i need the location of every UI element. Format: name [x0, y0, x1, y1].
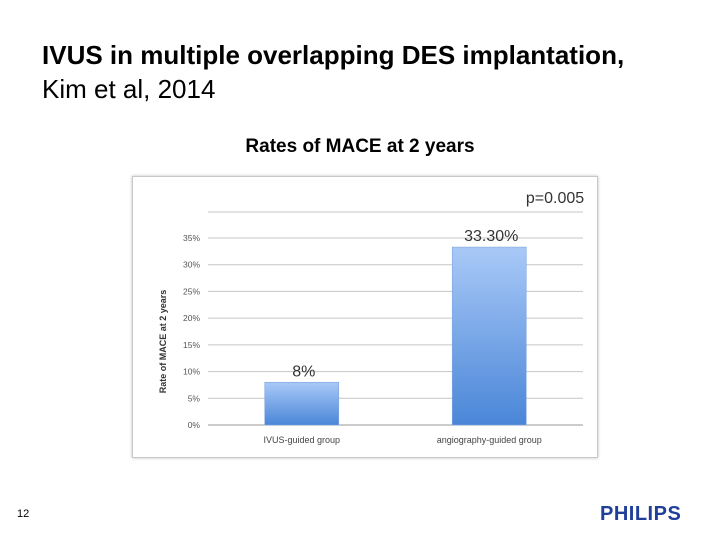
y-tick-label: 5% — [188, 393, 201, 403]
philips-logo: PHILIPS — [600, 503, 682, 525]
bar-value-label: 8% — [292, 363, 315, 380]
bar-value-label: 33.30% — [464, 228, 518, 245]
p-value-annotation: p=0.005 — [526, 190, 584, 207]
slide-title-line-2: Kim et al, 2014 — [42, 74, 216, 104]
page-number: 12 — [17, 508, 30, 520]
bar — [264, 381, 340, 426]
y-tick-label: 15% — [183, 340, 200, 350]
y-tick-label: 0% — [188, 420, 201, 430]
x-tick-label: IVUS-guided group — [263, 435, 340, 445]
slide-title: IVUS in multiple overlapping DES implant… — [42, 38, 702, 106]
y-tick-label: 10% — [183, 367, 200, 377]
chart-title: Rates of MACE at 2 years — [245, 136, 475, 157]
y-axis-label: Rate of MACE at 2 years — [158, 290, 168, 394]
chart-frame: 0% 5% 10% 15% 20% 25% 30% 35% Rate of MACE at 2 … — [132, 176, 598, 458]
y-tick-label: 20% — [183, 313, 200, 323]
x-tick-label: angiography-guided group — [437, 435, 542, 445]
bar — [451, 246, 527, 426]
y-tick-label: 30% — [183, 260, 200, 270]
y-tick-label: 25% — [183, 286, 200, 296]
slide-title-line-1: IVUS in multiple overlapping DES implant… — [42, 40, 625, 70]
y-tick-label: 35% — [183, 233, 200, 243]
bar-chart: 0% 5% 10% 15% 20% 25% 30% 35% Rate of MACE at 2 … — [158, 190, 584, 445]
